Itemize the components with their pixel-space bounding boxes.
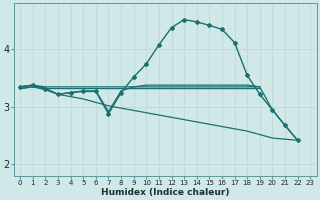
X-axis label: Humidex (Indice chaleur): Humidex (Indice chaleur) xyxy=(101,188,229,197)
